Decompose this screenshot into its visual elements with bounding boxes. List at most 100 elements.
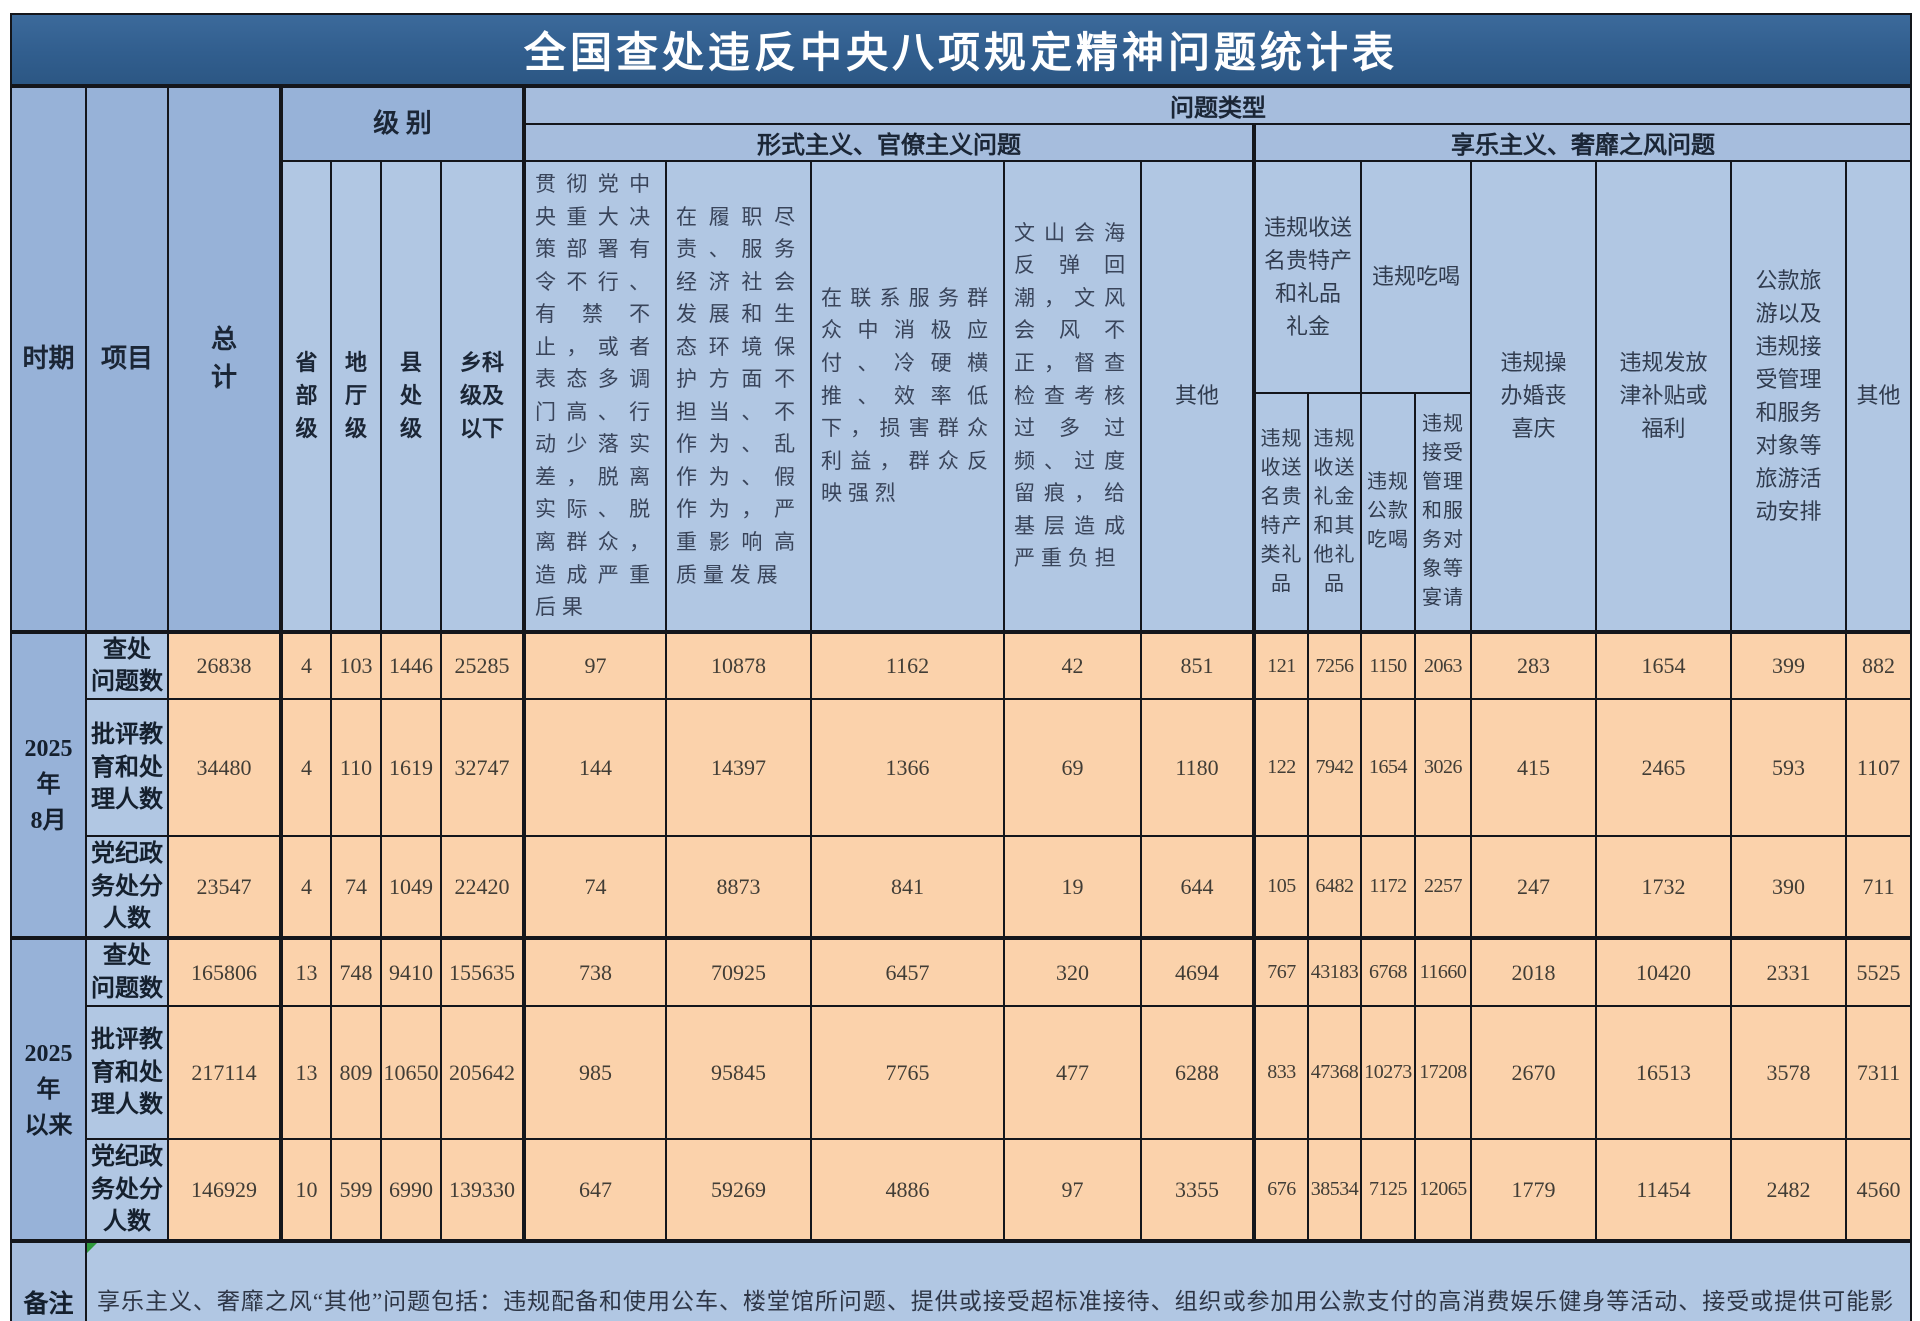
value-cell: 4 [279, 629, 332, 701]
value-cell: 1162 [810, 629, 1005, 701]
value-cell: 144 [522, 698, 667, 838]
value-cell: 95845 [665, 1005, 812, 1141]
table-row: 2025年 8月 查处 问题数 26838 4 103 1446 25285 9… [10, 629, 1913, 940]
value-cell: 1619 [380, 698, 442, 838]
value-cell: 4694 [1140, 936, 1255, 1008]
note-row: 备注 享乐主义、奢靡之风“其他”问题包括：违规配备和使用公车、楼堂馆所问题、提供… [10, 1239, 1913, 1321]
value-cell: 7942 [1307, 698, 1362, 838]
value-cell: 4560 [1844, 1138, 1913, 1243]
value-cell: 26838 [167, 629, 282, 701]
row-label: 党纪政 务处分 人数 [85, 835, 169, 940]
value-cell: 3355 [1140, 1138, 1255, 1243]
note-label: 备注 [10, 1239, 87, 1321]
col-header-province-level: 省 部 级 [279, 160, 332, 633]
col-header-gift-group: 违规收送 名贵特产 和礼品 礼金 [1252, 160, 1362, 394]
value-cell: 809 [330, 1005, 382, 1141]
value-cell: 13 [279, 1005, 332, 1141]
value-cell: 47368 [1307, 1005, 1362, 1141]
value-cell: 1049 [380, 835, 442, 940]
value-cell: 711 [1844, 835, 1913, 940]
row-label: 批评教 育和处 理人数 [85, 698, 169, 838]
value-cell: 22420 [440, 835, 525, 940]
value-cell: 2257 [1414, 835, 1472, 940]
value-cell: 12065 [1414, 1138, 1472, 1243]
col-header-wedding-funeral: 违规操 办婚丧 喜庆 [1470, 160, 1597, 633]
value-cell: 205642 [440, 1005, 525, 1141]
value-cell: 6768 [1360, 936, 1416, 1008]
table-row: 批评教 育和处 理人数 34480 4 110 1619 32747 144 1… [11, 698, 1913, 838]
value-cell: 38534 [1307, 1138, 1362, 1243]
header-hedonism-group: 享乐主义、奢靡之风问题 [1251, 123, 1913, 162]
col-header-allowance: 违规发放 津补贴或 福利 [1595, 160, 1732, 633]
value-cell: 1107 [1844, 698, 1913, 838]
value-cell: 32747 [440, 698, 525, 838]
value-cell: 155635 [440, 936, 525, 1008]
col-header-prefecture-level: 地 厅 级 [330, 160, 382, 633]
value-cell: 882 [1844, 629, 1913, 701]
value-cell: 110 [330, 698, 382, 838]
value-cell: 23547 [167, 835, 282, 940]
value-cell: 7311 [1844, 1005, 1913, 1141]
value-cell: 10878 [665, 629, 812, 701]
value-cell: 3026 [1414, 698, 1472, 838]
comment-marker-icon [88, 1245, 97, 1254]
value-cell: 105 [1252, 835, 1309, 940]
value-cell: 399 [1730, 629, 1847, 701]
value-cell: 2331 [1730, 936, 1847, 1008]
value-cell: 4886 [810, 1138, 1005, 1243]
col-header-eating-group: 违规吃喝 [1360, 160, 1472, 394]
value-cell: 10650 [380, 1005, 442, 1141]
value-cell: 14397 [665, 698, 812, 838]
value-cell: 97 [1003, 1138, 1142, 1243]
value-cell: 415 [1470, 698, 1597, 838]
value-cell: 17208 [1414, 1005, 1472, 1141]
value-cell: 70925 [665, 936, 812, 1008]
row-label: 查处 问题数 [85, 936, 169, 1008]
value-cell: 5525 [1844, 936, 1913, 1008]
value-cell: 103 [330, 629, 382, 701]
value-cell: 1150 [1360, 629, 1416, 701]
value-cell: 1180 [1140, 698, 1255, 838]
value-cell: 320 [1003, 936, 1142, 1008]
value-cell: 1366 [810, 698, 1005, 838]
note-text: 享乐主义、奢靡之风“其他”问题包括：违规配备和使用公车、楼堂馆所问题、提供或接受… [84, 1239, 1913, 1321]
header-total: 总 计 [167, 85, 282, 633]
col-header-duty-performance: 在履职尽责、服务经济社会发展和生态环境保护方面不担当、不作为、乱作为、假作为，严… [665, 160, 812, 633]
value-cell: 11660 [1414, 936, 1472, 1008]
value-cell: 4 [279, 835, 332, 940]
header-problem-type-group: 问题类型 [521, 85, 1913, 125]
value-cell: 139330 [440, 1138, 525, 1243]
value-cell: 2670 [1470, 1005, 1597, 1141]
col-header-serving-masses: 在联系服务群众中消极应付、冷硬横推、效率低下，损害群众利益，群众反映强烈 [810, 160, 1005, 633]
value-cell: 1654 [1595, 629, 1732, 701]
value-cell: 593 [1730, 698, 1847, 838]
value-cell: 217114 [167, 1005, 282, 1141]
row-label: 查处 问题数 [85, 629, 169, 701]
period-label-since-2025: 2025年 以来 [10, 936, 87, 1243]
value-cell: 6457 [810, 936, 1005, 1008]
value-cell: 74 [330, 835, 382, 940]
value-cell: 69 [1003, 698, 1142, 838]
col-header-public-fund-dining: 违规公款吃喝 [1360, 391, 1416, 633]
value-cell: 3578 [1730, 1005, 1847, 1141]
col-header-hedonism-other: 其他 [1844, 160, 1913, 633]
value-cell: 97 [522, 629, 667, 701]
value-cell: 247 [1470, 835, 1597, 940]
value-cell: 146929 [167, 1138, 282, 1243]
value-cell: 767 [1252, 936, 1309, 1008]
value-cell: 851 [1140, 629, 1255, 701]
table-row: 批评教 育和处 理人数 217114 13 809 10650 205642 9… [11, 1005, 1913, 1141]
value-cell: 19 [1003, 835, 1142, 940]
header-level-group: 级 别 [279, 85, 525, 162]
col-header-public-travel: 公款旅 游以及 违规接 受管理 和服务 对象等 旅游活 动安排 [1730, 160, 1847, 633]
value-cell: 6288 [1140, 1005, 1255, 1141]
value-cell: 2018 [1470, 936, 1597, 1008]
value-cell: 122 [1252, 698, 1309, 838]
value-cell: 25285 [440, 629, 525, 701]
value-cell: 11454 [1595, 1138, 1732, 1243]
value-cell: 599 [330, 1138, 382, 1243]
value-cell: 6990 [380, 1138, 442, 1243]
value-cell: 42 [1003, 629, 1142, 701]
col-header-document-meeting: 文山会海反弹回潮，文风会风不正，督查检查考核过多过频、过度留痕，给基层造成严重负… [1003, 160, 1142, 633]
value-cell: 2465 [1595, 698, 1732, 838]
